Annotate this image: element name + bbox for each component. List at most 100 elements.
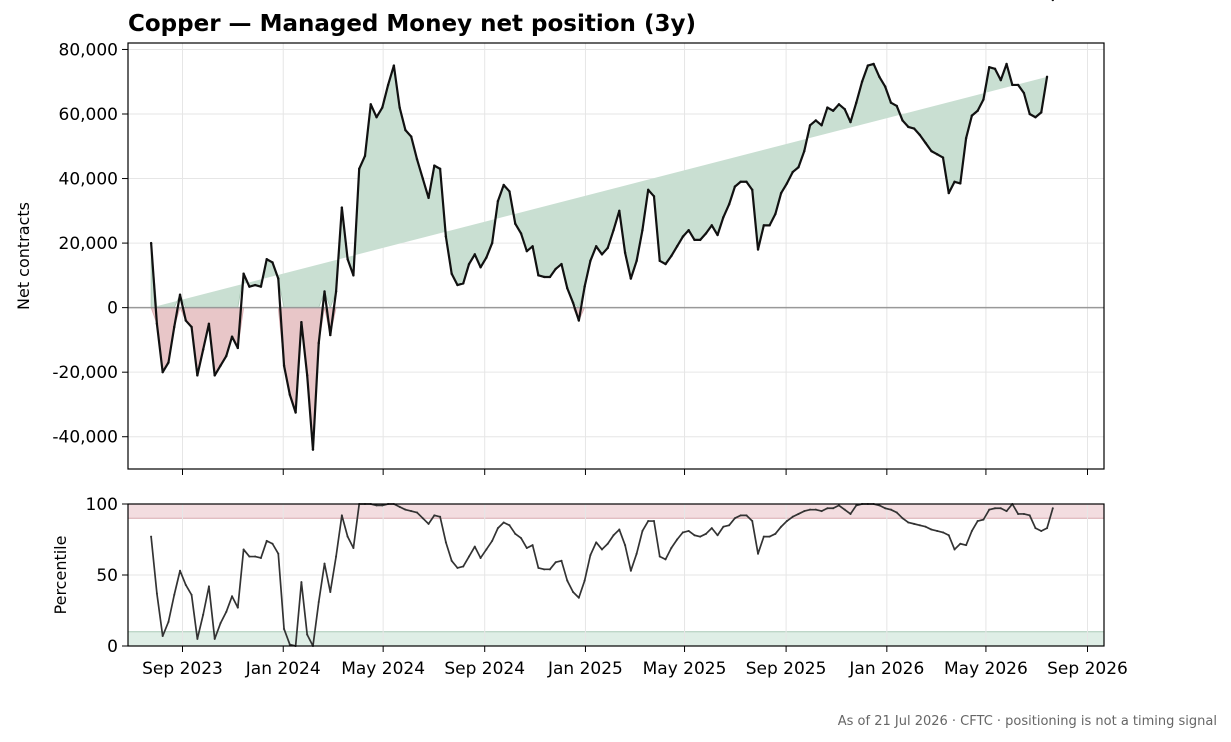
x-tick-label-2: May 2024: [341, 659, 425, 679]
x-tick-label-3: Sep 2024: [444, 659, 525, 679]
net-point-60: [496, 199, 500, 203]
percentile-band-0: [128, 504, 1104, 519]
net-point-126: [878, 75, 881, 79]
percentile-point-98: [716, 534, 719, 537]
negative-area: [150, 306, 1048, 450]
net-point-103: [745, 180, 748, 183]
net-point-17: [248, 285, 251, 288]
net-point-27: [305, 374, 309, 377]
percentile-point-105: [757, 552, 760, 555]
net-point-54: [462, 282, 465, 285]
positive-area: [150, 62, 1048, 309]
net-point-41: [386, 83, 390, 87]
net-point-81: [618, 209, 621, 213]
percentile-point-152: [1028, 514, 1031, 517]
percentile-y-ticks: 0 50 100: [86, 495, 128, 657]
percentile-point-64: [520, 537, 523, 540]
percentile-point-79: [606, 542, 609, 545]
percentile-point-129: [895, 511, 898, 514]
percentile-point-62: [508, 524, 511, 527]
net-point-9: [201, 348, 205, 351]
percentile-point-16: [242, 548, 245, 551]
percentile-point-53: [456, 566, 459, 569]
net-point-142: [970, 114, 974, 117]
net-position-panel: -40,000-20,000020,00040,00060,00080,000 …: [14, 0, 1105, 475]
net-point-153: [1034, 116, 1037, 119]
percentile-point-57: [479, 556, 482, 559]
y-tick-label-6: 80,000: [59, 40, 118, 60]
percentile-point-23: [283, 627, 286, 630]
percentile-point-147: [999, 507, 1002, 510]
net-point-74: [577, 319, 581, 322]
percentile-point-54: [462, 565, 465, 568]
percentile-point-148: [1005, 510, 1008, 513]
percentile-point-82: [624, 544, 627, 547]
net-point-99: [722, 216, 725, 219]
footer-note: As of 21 Jul 2026 · CFTC · positioning i…: [838, 714, 1217, 729]
net-point-96: [704, 232, 708, 235]
net-point-135: [930, 149, 933, 153]
net-point-42: [392, 64, 396, 67]
x-tick-label-6: Sep 2025: [746, 659, 827, 679]
percentile-point-20: [265, 539, 268, 542]
percentile-point-102: [739, 514, 742, 517]
net-point-107: [768, 224, 771, 227]
net-point-20: [265, 258, 268, 261]
net-point-61: [502, 183, 505, 187]
net-point-72: [566, 287, 569, 290]
net-point-113: [803, 149, 806, 153]
x-tick-label-8: May 2026: [944, 659, 1028, 679]
net-point-112: [797, 166, 800, 169]
percentile-point-1: [155, 592, 158, 595]
percentile-point-21: [271, 542, 274, 545]
net-point-83: [629, 277, 633, 280]
net-point-118: [831, 109, 835, 112]
percentile-point-45: [410, 510, 413, 513]
percentile-point-8: [196, 637, 199, 640]
net-point-84: [635, 259, 638, 263]
percentile-point-49: [433, 514, 436, 517]
net-point-152: [1028, 112, 1031, 116]
percentile-point-66: [531, 544, 534, 547]
net-point-47: [421, 177, 424, 180]
percentile-point-89: [664, 558, 667, 561]
net-point-120: [843, 107, 846, 111]
percentile-point-135: [930, 528, 933, 531]
percentile-point-128: [889, 508, 892, 511]
net-point-90: [670, 254, 673, 258]
percentile-point-2: [161, 635, 164, 638]
percentile-point-106: [762, 535, 765, 538]
percentile-point-27: [306, 633, 309, 636]
net-point-109: [779, 191, 783, 195]
net-point-105: [756, 248, 760, 251]
net-point-48: [427, 196, 430, 200]
net-point-13: [225, 354, 228, 358]
net-point-5: [178, 293, 182, 296]
percentile-point-87: [652, 520, 655, 523]
percentile-point-115: [814, 508, 817, 511]
percentile-point-121: [849, 512, 852, 515]
percentile-point-7: [190, 593, 193, 596]
percentile-point-96: [705, 532, 708, 535]
percentile-point-133: [918, 524, 921, 527]
net-point-68: [542, 275, 546, 279]
net-point-6: [184, 319, 188, 322]
net-point-110: [785, 182, 789, 185]
percentile-point-14: [231, 595, 234, 598]
net-point-22: [277, 277, 280, 280]
percentile-point-126: [878, 504, 881, 507]
y-axis-label: Net contracts: [14, 202, 33, 310]
net-point-147: [999, 78, 1002, 82]
y-tick-label-1: -20,000: [52, 363, 118, 383]
percentile-point-134: [924, 525, 927, 528]
net-point-50: [438, 167, 442, 171]
percentile-point-116: [820, 510, 823, 513]
percentile-point-17: [248, 555, 251, 558]
net-point-40: [381, 106, 384, 109]
net-point-44: [404, 128, 407, 132]
net-point-102: [739, 180, 742, 183]
percentile-point-19: [259, 556, 262, 559]
net-point-80: [612, 228, 615, 232]
net-point-19: [259, 285, 263, 288]
net-point-59: [490, 241, 494, 245]
